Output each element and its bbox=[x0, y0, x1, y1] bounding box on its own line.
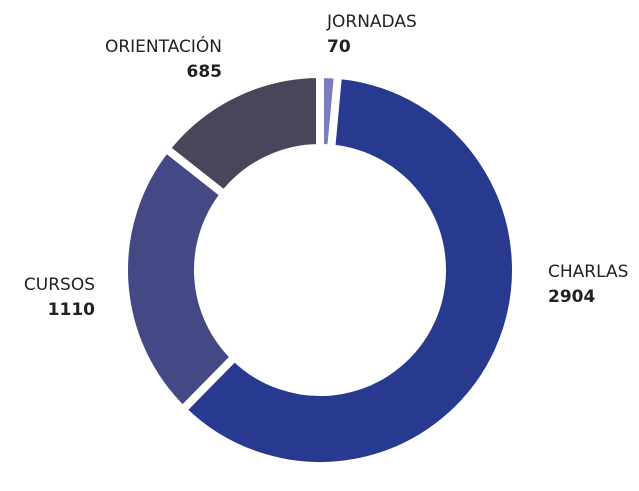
donut-segment bbox=[176, 70, 520, 470]
donut-segment bbox=[160, 69, 324, 201]
segment-value: 2904 bbox=[548, 287, 595, 307]
segment-label: CURSOS bbox=[24, 275, 95, 295]
segment-label: CHARLAS bbox=[548, 262, 628, 282]
segment-value: 685 bbox=[187, 62, 223, 82]
segment-label: ORIENTACIÓN bbox=[105, 35, 222, 57]
segment-value: 70 bbox=[327, 37, 351, 57]
segment-value: 1110 bbox=[48, 300, 95, 320]
donut-segment bbox=[120, 142, 241, 416]
segment-label: JORNADAS bbox=[326, 12, 417, 32]
